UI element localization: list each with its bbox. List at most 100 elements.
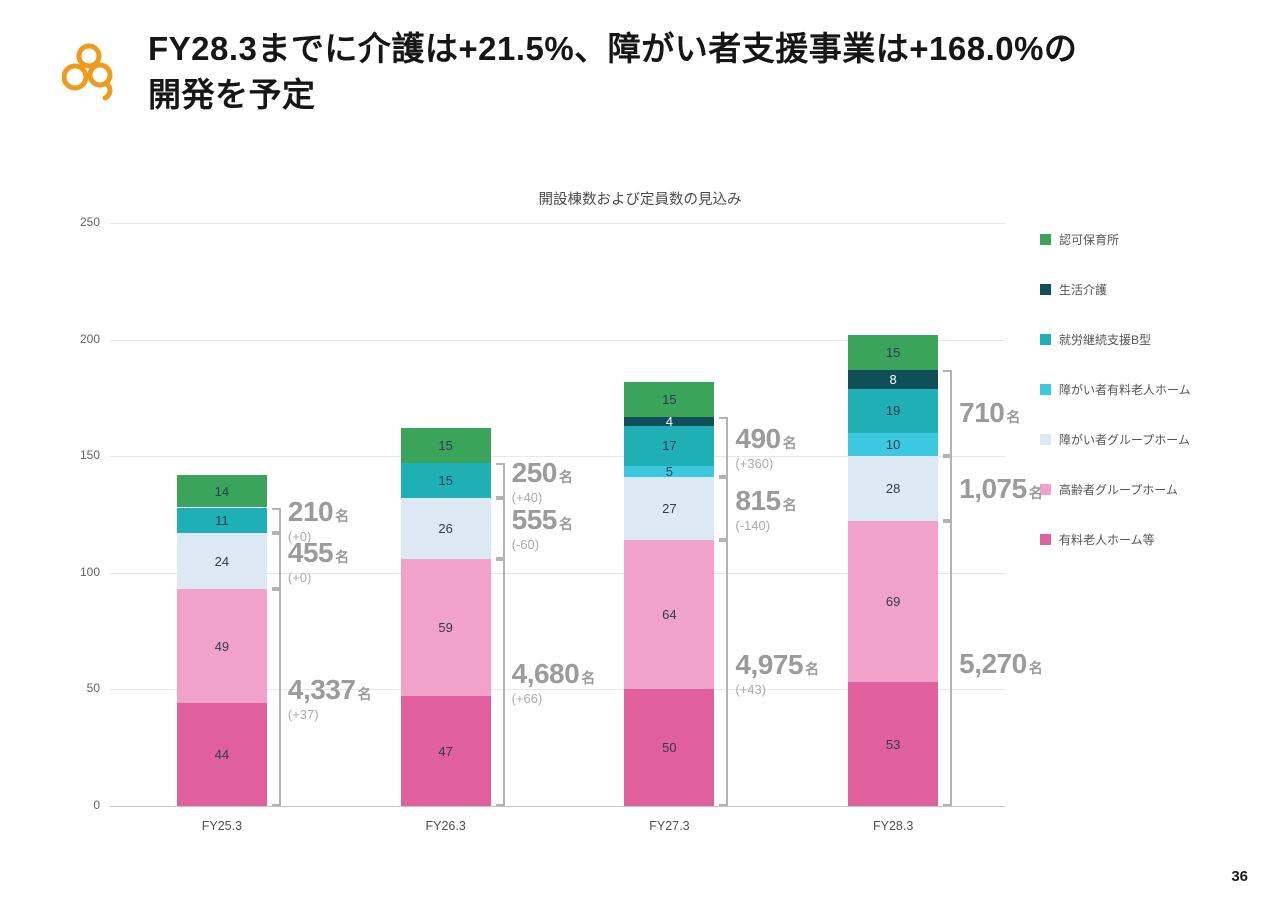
annotation-unit: 名	[357, 685, 372, 702]
annotation-delta: (+0)	[287, 529, 312, 545]
segment-label: 15	[885, 344, 901, 360]
x-axis-label: FY27.3	[649, 819, 690, 833]
legend-label: 就労継続支援B型	[1059, 333, 1152, 347]
bar-segment: 59	[400, 558, 491, 697]
annotation-unit: 名	[335, 508, 350, 525]
x-axis-label: FY28.3	[872, 819, 914, 833]
bar-segment: 24	[176, 533, 267, 590]
slide-title-line2: 開発を予定	[148, 75, 316, 113]
annotation-delta: (+37)	[287, 706, 319, 722]
annotation: 210 名 (+0)	[288, 496, 349, 544]
segment-label: 53	[885, 736, 901, 752]
annotation-unit: 名	[558, 468, 573, 485]
annotation-unit: 名	[335, 549, 350, 566]
legend-label: 高齢者グループホーム	[1059, 483, 1178, 497]
annotation-bracket	[719, 416, 729, 478]
annotation-bracket	[719, 540, 729, 806]
bar-segment: 15	[400, 463, 491, 499]
segment-label: 15	[438, 438, 453, 454]
annotation-bracket	[943, 521, 953, 806]
annotation-unit: 名	[1028, 484, 1043, 501]
segment-label: 17	[662, 438, 677, 454]
annotation-value: 250	[511, 456, 558, 488]
annotation-bracket	[495, 558, 505, 806]
segment-label: 59	[438, 620, 453, 636]
slide-title: FY28.3までに介護は+21.5%、障がい者支援事業は+168.0%の 開発を…	[148, 26, 1077, 117]
annotation-value: 210	[287, 496, 334, 528]
annotation-unit: 名	[1028, 659, 1043, 676]
segment-label: 28	[885, 481, 901, 497]
legend-item: 認可保育所	[1040, 231, 1191, 248]
annotation-unit: 名	[581, 670, 596, 687]
gridline	[110, 456, 1005, 458]
annotation-unit: 名	[804, 661, 819, 678]
y-tick-label: 150	[79, 448, 100, 463]
y-tick-label: 100	[79, 564, 100, 579]
legend-swatch	[1040, 534, 1051, 545]
annotation: 4,680 名 (+66)	[512, 658, 596, 706]
bar-segment: 53	[848, 682, 939, 806]
bar-segment: 5	[624, 464, 715, 479]
annotation-bracket	[271, 533, 281, 590]
legend-label: 障がい者グループホーム	[1059, 433, 1190, 447]
legend-swatch	[1040, 434, 1051, 445]
annotation: 4,337 名 (+37)	[288, 674, 372, 722]
segment-label: 50	[662, 740, 677, 756]
legend-swatch	[1040, 284, 1051, 295]
annotation: 250 名 (+40)	[512, 457, 573, 505]
gridline	[110, 689, 1005, 691]
legend-label: 認可保育所	[1059, 233, 1120, 247]
annotation-delta: (-60)	[511, 537, 540, 553]
annotation-delta: (-140)	[735, 517, 771, 533]
legend-label: 有料老人ホーム等	[1059, 533, 1155, 547]
annotation: 5,270 名	[959, 648, 1043, 680]
segment-label: 4	[665, 413, 673, 429]
segment-label: 11	[215, 512, 229, 528]
slide-title-line1: FY28.3までに介護は+21.5%、障がい者支援事業は+168.0%の	[148, 30, 1078, 67]
bar-segment: 64	[624, 540, 715, 690]
annotation-value: 1,075	[959, 472, 1027, 504]
bar-segment: 4	[624, 413, 715, 429]
legend-item: 生活介護	[1040, 281, 1191, 298]
legend-swatch	[1040, 384, 1051, 395]
annotation-value: 4,680	[511, 658, 580, 690]
annotation-unit: 名	[558, 516, 573, 533]
bar-segment: 27	[624, 477, 715, 541]
annotation: 815 名 (-140)	[735, 485, 796, 533]
company-logo-icon	[62, 43, 113, 101]
segment-label: 15	[662, 391, 677, 407]
annotation-bracket	[271, 507, 281, 534]
segment-label: 27	[662, 501, 677, 517]
annotation: 555 名 (-60)	[512, 504, 573, 552]
annotation-bracket	[719, 477, 729, 541]
legend-item: 就労継続支援B型	[1040, 331, 1191, 348]
legend-swatch	[1040, 334, 1051, 345]
annotation-value: 5,270	[959, 647, 1027, 679]
annotation-value: 490	[735, 422, 781, 454]
bar-segment: 50	[624, 689, 715, 806]
bar-segment: 14	[176, 474, 267, 508]
annotation-bracket	[495, 498, 505, 559]
y-tick-label: 0	[93, 798, 100, 812]
bar-segment: 17	[624, 425, 715, 466]
segment-label: 15	[438, 473, 453, 489]
bar-segment: 26	[400, 498, 491, 559]
bar-segment: 44	[176, 703, 267, 806]
annotation-delta: (+66)	[511, 691, 543, 707]
gridline	[110, 572, 1005, 574]
annotation: 1,075 名	[959, 473, 1043, 505]
annotation-unit: 名	[782, 496, 797, 513]
annotation: 4,975 名 (+43)	[735, 649, 819, 697]
annotation-bracket	[943, 369, 953, 457]
annotation-unit: 名	[1006, 409, 1021, 426]
annotation-delta: (+43)	[735, 682, 767, 698]
bar-segment: 10	[848, 432, 939, 457]
annotation-value: 555	[511, 504, 558, 536]
bar-segment: 15	[848, 334, 939, 370]
legend: 認可保育所 生活介護 就労継続支援B型 障がい者有料老人ホーム 障がい者グループホーム高…	[1040, 231, 1191, 548]
annotation-delta: (+360)	[735, 455, 774, 471]
annotation-delta: (+0)	[287, 570, 312, 586]
y-tick-label: 200	[79, 331, 100, 346]
gridline	[110, 223, 1005, 224]
gridline	[110, 806, 1005, 807]
